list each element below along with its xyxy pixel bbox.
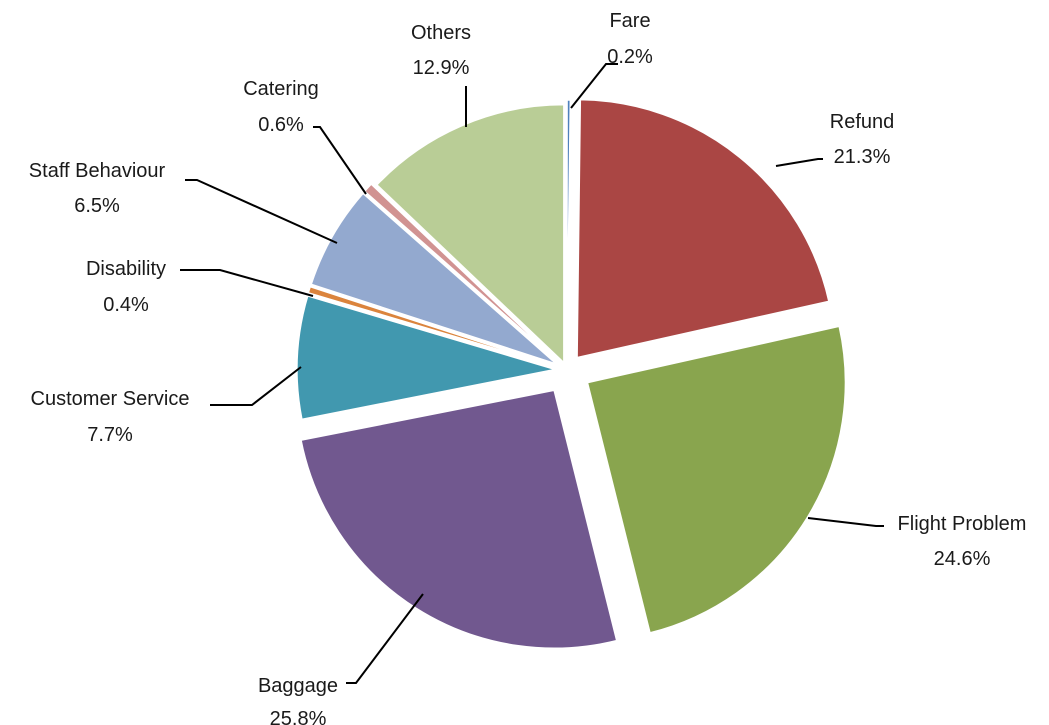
labels-layer: Fare 0.2% Refund 21.3% Flight Problem 24.6% Ba… [29,10,1027,725]
pie-slice-fare [566,99,572,359]
slice-value-others: 12.9% [413,57,470,79]
leader-line-baggage [346,593,424,684]
slice-label-customer-service: Customer Service [31,388,190,410]
leader-line-refund [775,158,823,167]
leader-line-staff-behaviour [185,179,338,244]
leader-line-disability [180,269,314,297]
slice-label-catering: Catering [243,78,319,100]
pie-slice-staff-behaviour [310,192,558,365]
slice-label-flight-problem: Flight Problem [898,513,1027,535]
slice-value-disability: 0.4% [103,294,149,316]
slice-value-flight-problem: 24.6% [934,548,991,570]
slice-value-catering: 0.6% [258,114,304,136]
pie-slice-flight-problem [586,325,847,634]
pie-slice-disability [307,285,556,368]
slices-layer [296,98,847,650]
slice-value-customer-service: 7.7% [87,424,133,446]
pie-slice-others [375,103,565,365]
slice-label-others: Others [411,22,471,44]
leader-line-fare [570,63,618,109]
leader-lines-layer [180,63,884,684]
slice-value-refund: 21.3% [834,146,891,168]
pie-slice-customer-service [296,294,556,421]
leader-line-customer-service [210,366,302,406]
leader-line-flight-problem [807,517,884,527]
slice-value-staff-behaviour: 6.5% [74,195,120,217]
slice-value-baggage: 25.8% [270,708,327,725]
slice-label-staff-behaviour: Staff Behaviour [29,160,166,182]
slice-value-fare: 0.2% [607,46,653,68]
slice-label-disability: Disability [86,258,166,280]
leader-line-catering [313,126,367,195]
slice-label-refund: Refund [830,111,895,133]
slice-label-fare: Fare [609,10,650,32]
slice-label-baggage: Baggage [258,675,338,697]
pie-slice-baggage [300,389,618,650]
pie-slice-refund [576,98,830,359]
